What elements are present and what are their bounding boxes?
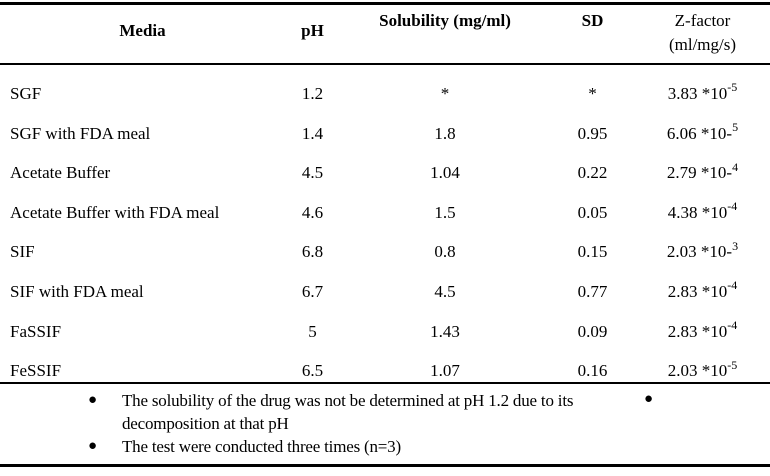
cell-sd: 0.05: [577, 202, 608, 222]
zfactor-base: 2.03 *10: [667, 361, 728, 381]
zfactor-base: 6.06 *10-: [666, 123, 733, 143]
table-row: Acetate Buffer with FDA meal 4.6 1.5 0.0…: [5, 196, 765, 236]
bullet-icon: ●: [88, 392, 97, 408]
cell-zfactor: 2.83 *10-4: [640, 275, 765, 315]
table-row: FaSSIF 5 1.43 0.09 2.83 *10-4: [5, 315, 765, 355]
cell-ph: 5: [308, 321, 317, 341]
footnote-item: ● The test were conducted three times (n…: [0, 435, 770, 458]
cell-zfactor: 2.83 *10-4: [640, 315, 765, 355]
cell-zfactor: 2.03 *10-5: [640, 354, 765, 394]
col-header-zfactor: Z-factor (ml/mg/s): [640, 5, 765, 77]
cell-solubility: *: [440, 84, 450, 103]
table-bottom-rule: [0, 464, 770, 467]
cell-media: Acetate Buffer with FDA meal: [10, 202, 220, 222]
zfactor-base: 2.79 *10-: [666, 163, 733, 183]
zfactor-exponent: -5: [727, 357, 738, 372]
zfactor-exponent: 3: [732, 238, 739, 253]
zfactor-exponent: 5: [732, 119, 739, 134]
footnotes: ● The solubility of the drug was not be …: [0, 386, 770, 458]
cell-media: FaSSIF: [10, 321, 62, 341]
cell-zfactor: 6.06 *10-5: [640, 117, 765, 157]
cell-zfactor: 3.83 *10-5: [640, 77, 765, 117]
cell-zfactor: 2.03 *10-3: [640, 235, 765, 275]
col-header-solubility: Solubility (mg/ml): [379, 11, 511, 30]
cell-solubility: 1.07: [430, 361, 460, 381]
cell-media: FeSSIF: [10, 361, 62, 381]
zfactor-base: 3.83 *10: [667, 84, 728, 103]
cell-sd: 0.15: [577, 242, 608, 262]
footnote-text: The test were conducted three times (n=3…: [122, 437, 401, 456]
cell-sd: 0.95: [577, 123, 608, 143]
cell-sd: 0.22: [577, 163, 608, 183]
cell-solubility: 1.5: [434, 202, 456, 222]
cell-sd: 0.77: [577, 281, 608, 301]
zfactor-exponent: -5: [727, 80, 738, 95]
col-header-media: Media: [119, 21, 166, 40]
col-header-ph: pH: [301, 21, 324, 40]
cell-ph: 6.5: [301, 361, 324, 381]
cell-solubility: 0.8: [434, 242, 456, 262]
cell-ph: 6.8: [301, 242, 324, 262]
table-row: SIF 6.8 0.8 0.15 2.03 *10-3: [5, 235, 765, 275]
zfactor-exponent: -4: [727, 317, 738, 332]
cell-ph: 4.5: [301, 163, 324, 183]
table-row: Acetate Buffer 4.5 1.04 0.22 2.79 *10-4: [5, 156, 765, 196]
cell-media: SIF: [10, 242, 35, 262]
right-bullet-icon: ●: [644, 391, 653, 407]
solubility-table: Media pH Solubility (mg/ml) SD Z-factor …: [5, 5, 765, 394]
cell-media: SGF with FDA meal: [10, 123, 151, 143]
cell-solubility: 1.8: [434, 123, 456, 143]
cell-ph: 4.6: [301, 202, 324, 222]
table-row: SGF 1.2 * * 3.83 *10-5: [5, 77, 765, 117]
table-header-row: Media pH Solubility (mg/ml) SD Z-factor …: [5, 5, 765, 77]
zfactor-exponent: -4: [727, 278, 738, 293]
zfactor-header-line1: Z-factor: [674, 11, 731, 30]
header-divider-rule: [0, 63, 770, 65]
cell-ph: 1.2: [301, 84, 324, 103]
cell-media: Acetate Buffer: [10, 163, 111, 183]
zfactor-base: 2.83 *10: [667, 321, 728, 341]
table-row: SGF with FDA meal 1.4 1.8 0.95 6.06 *10-…: [5, 117, 765, 157]
cell-ph: 1.4: [301, 123, 324, 143]
table-row: SIF with FDA meal 6.7 4.5 0.77 2.83 *10-…: [5, 275, 765, 315]
cell-sd: 0.16: [577, 361, 608, 381]
cell-solubility: 1.04: [430, 163, 460, 183]
cell-ph: 6.7: [301, 281, 324, 301]
cell-zfactor: 2.79 *10-4: [640, 156, 765, 196]
footnote-text: The solubility of the drug was not be de…: [122, 391, 574, 433]
zfactor-exponent: -4: [727, 199, 738, 214]
cell-zfactor: 4.38 *10-4: [640, 196, 765, 236]
table-top-rule: [0, 2, 770, 5]
cell-media: SGF: [10, 84, 42, 103]
table-row: FeSSIF 6.5 1.07 0.16 2.03 *10-5: [5, 354, 765, 394]
col-header-sd: SD: [581, 11, 604, 30]
zfactor-base: 2.83 *10: [667, 281, 728, 301]
zfactor-base: 4.38 *10: [667, 202, 728, 222]
body-divider-rule: [0, 382, 770, 384]
footnote-item: ● The solubility of the drug was not be …: [0, 389, 770, 435]
cell-sd: *: [588, 84, 597, 103]
footnotes-inner: ● The solubility of the drug was not be …: [0, 386, 770, 458]
cell-solubility: 4.5: [434, 281, 456, 301]
bullet-icon: ●: [88, 438, 97, 454]
zfactor-header-line2: (ml/mg/s): [668, 35, 737, 54]
cell-sd: 0.09: [577, 321, 608, 341]
cell-media: SIF with FDA meal: [10, 281, 144, 301]
zfactor-exponent: 4: [732, 159, 739, 174]
zfactor-base: 2.03 *10-: [666, 242, 733, 262]
cell-solubility: 1.43: [430, 321, 460, 341]
